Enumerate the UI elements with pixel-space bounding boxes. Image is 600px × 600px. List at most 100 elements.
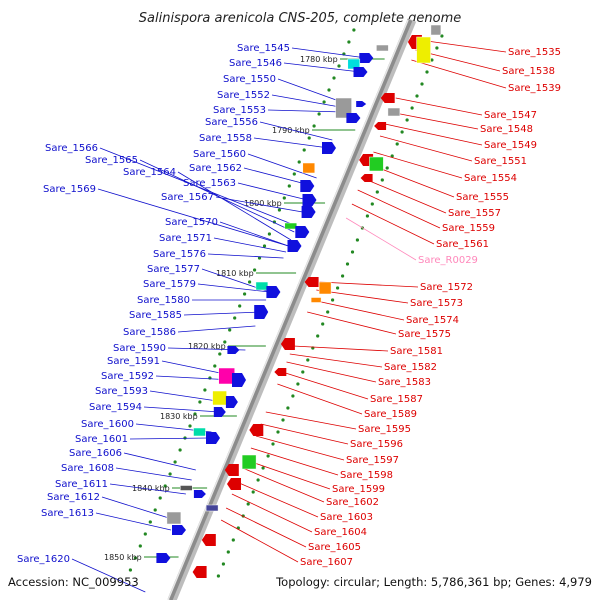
tick-dot: [400, 130, 404, 134]
gene-block: [205, 504, 219, 512]
kbp-tick-1790-kbp: 1790 kbp: [272, 126, 310, 135]
connector-sare-1553: [267, 109, 344, 113]
tick-dot: [292, 172, 296, 176]
tick-dot: [218, 352, 222, 356]
backbone-highlight: [167, 19, 409, 600]
gene-arrow-reverse: [300, 180, 315, 192]
gene-block: [212, 390, 227, 406]
connector-sare-1586: [177, 325, 256, 333]
gene-arrow-reverse: [346, 113, 361, 123]
connector-sare-1594: [143, 406, 220, 413]
connector-sare-1545: [291, 47, 367, 59]
tick-dot: [158, 496, 162, 500]
gene-block: [166, 511, 182, 525]
connector-sare-1581: [293, 345, 389, 352]
gene-label-sare-1593: Sare_1593: [95, 386, 148, 397]
connector-sare-1573: [316, 289, 409, 304]
tick-dot: [128, 568, 132, 572]
gene-block: [255, 281, 269, 291]
tick-dot: [350, 250, 355, 254]
tick-dot: [133, 556, 137, 560]
gene-label-sare-1556: Sare_1556: [205, 117, 258, 128]
connector-sare-1576: [207, 253, 284, 259]
tick-dot: [331, 298, 335, 302]
gene-label-sare-1567: Sare_1567: [161, 192, 214, 203]
connector-sare-1599: [245, 459, 331, 490]
connector-sare-1613: [95, 512, 172, 531]
gene-label-sare-1591: Sare_1591: [107, 356, 160, 367]
gene-label-sare-1580: Sare_1580: [137, 295, 190, 306]
gene-block: [376, 44, 389, 52]
connector-sare-r0029: [345, 217, 417, 261]
gene-label-sare-1558: Sare_1558: [199, 133, 252, 144]
gene-arrow-reverse: [232, 373, 246, 387]
gene-label-sare-1553: Sare_1553: [213, 105, 266, 116]
tick-dot: [347, 40, 351, 44]
gene-label-sare-1590: Sare_1590: [113, 343, 166, 354]
gene-label-sare-1583: Sare_1583: [378, 377, 431, 388]
tick-dot: [336, 286, 340, 290]
gene-label-sare-1545: Sare_1545: [237, 43, 290, 54]
gene-label-sare-1612: Sare_1612: [47, 492, 100, 503]
connector-sare-1589: [277, 383, 363, 415]
connector-sare-1549: [384, 123, 483, 146]
gene-label-sare-1549: Sare_1549: [484, 140, 537, 151]
tick-dot: [243, 292, 247, 296]
kbp-tick-1850-kbp: 1850 kbp: [104, 553, 142, 562]
connector-sare-1583: [286, 361, 377, 383]
gene-label-sare-1585: Sare_1585: [129, 310, 182, 321]
gene-label-sare-1571: Sare_1571: [159, 233, 212, 244]
tick-dot: [326, 310, 330, 314]
tick-dot: [178, 448, 182, 452]
gene-arrow-forward: [304, 277, 319, 287]
connector-sare-1601: [129, 437, 210, 440]
gene-arrow-forward: [227, 478, 241, 490]
gene-label-sare-1561: Sare_1561: [436, 239, 489, 250]
gene-label-sare-1594: Sare_1594: [89, 402, 142, 413]
gene-label-sare-1566: Sare_1566: [45, 143, 98, 154]
gene-block: [180, 485, 193, 491]
tick-dot: [251, 490, 255, 494]
connector-sare-1611: [109, 483, 186, 495]
connector-sare-1575: [307, 311, 397, 335]
gene-label-sare-1576: Sare_1576: [153, 249, 206, 260]
tick-dot: [297, 160, 301, 164]
connector-sare-1560: [247, 153, 317, 179]
gene-block: [416, 36, 431, 64]
gene-arrow-reverse: [172, 525, 186, 535]
connector-sare-1612: [101, 496, 176, 521]
gene-arrow-reverse: [206, 432, 220, 444]
tick-dot: [148, 520, 152, 524]
tick-dot: [435, 46, 439, 50]
tick-dot: [307, 136, 311, 140]
gene-arrow-reverse: [225, 396, 238, 408]
gene-arrow-reverse: [266, 286, 281, 298]
gene-arrow-reverse: [287, 240, 302, 252]
connector-sare-1607: [220, 519, 299, 563]
connector-sare-1582: [289, 353, 383, 368]
tick-dot: [425, 70, 429, 74]
tick-dot: [257, 256, 262, 260]
tick-dot: [282, 196, 286, 200]
gene-arrow-reverse: [302, 194, 317, 206]
kbp-tick-1840-kbp: 1840 kbp: [132, 484, 170, 493]
tick-dot: [420, 82, 424, 86]
gene-label-sare-1548: Sare_1548: [480, 124, 533, 135]
connector-sare-1539: [411, 59, 507, 89]
gene-label-sare-1560: Sare_1560: [193, 149, 246, 160]
tick-dot: [198, 400, 202, 404]
tick-dot: [267, 232, 271, 236]
gene-arrow-forward: [280, 338, 295, 350]
tick-dot: [370, 202, 374, 206]
tick-dot: [430, 58, 434, 62]
gene-label-sare-1604: Sare_1604: [314, 527, 367, 538]
gene-block: [284, 222, 298, 230]
tick-dot: [143, 532, 147, 536]
tick-dot: [271, 442, 275, 446]
gene-label-sare-1579: Sare_1579: [143, 279, 196, 290]
gene-arrow-reverse: [193, 490, 206, 498]
kbp-tick-1800-kbp: 1800 kbp: [244, 199, 282, 208]
gene-label-sare-1565: Sare_1565: [85, 155, 138, 166]
gene-label-sare-1602: Sare_1602: [326, 497, 379, 508]
